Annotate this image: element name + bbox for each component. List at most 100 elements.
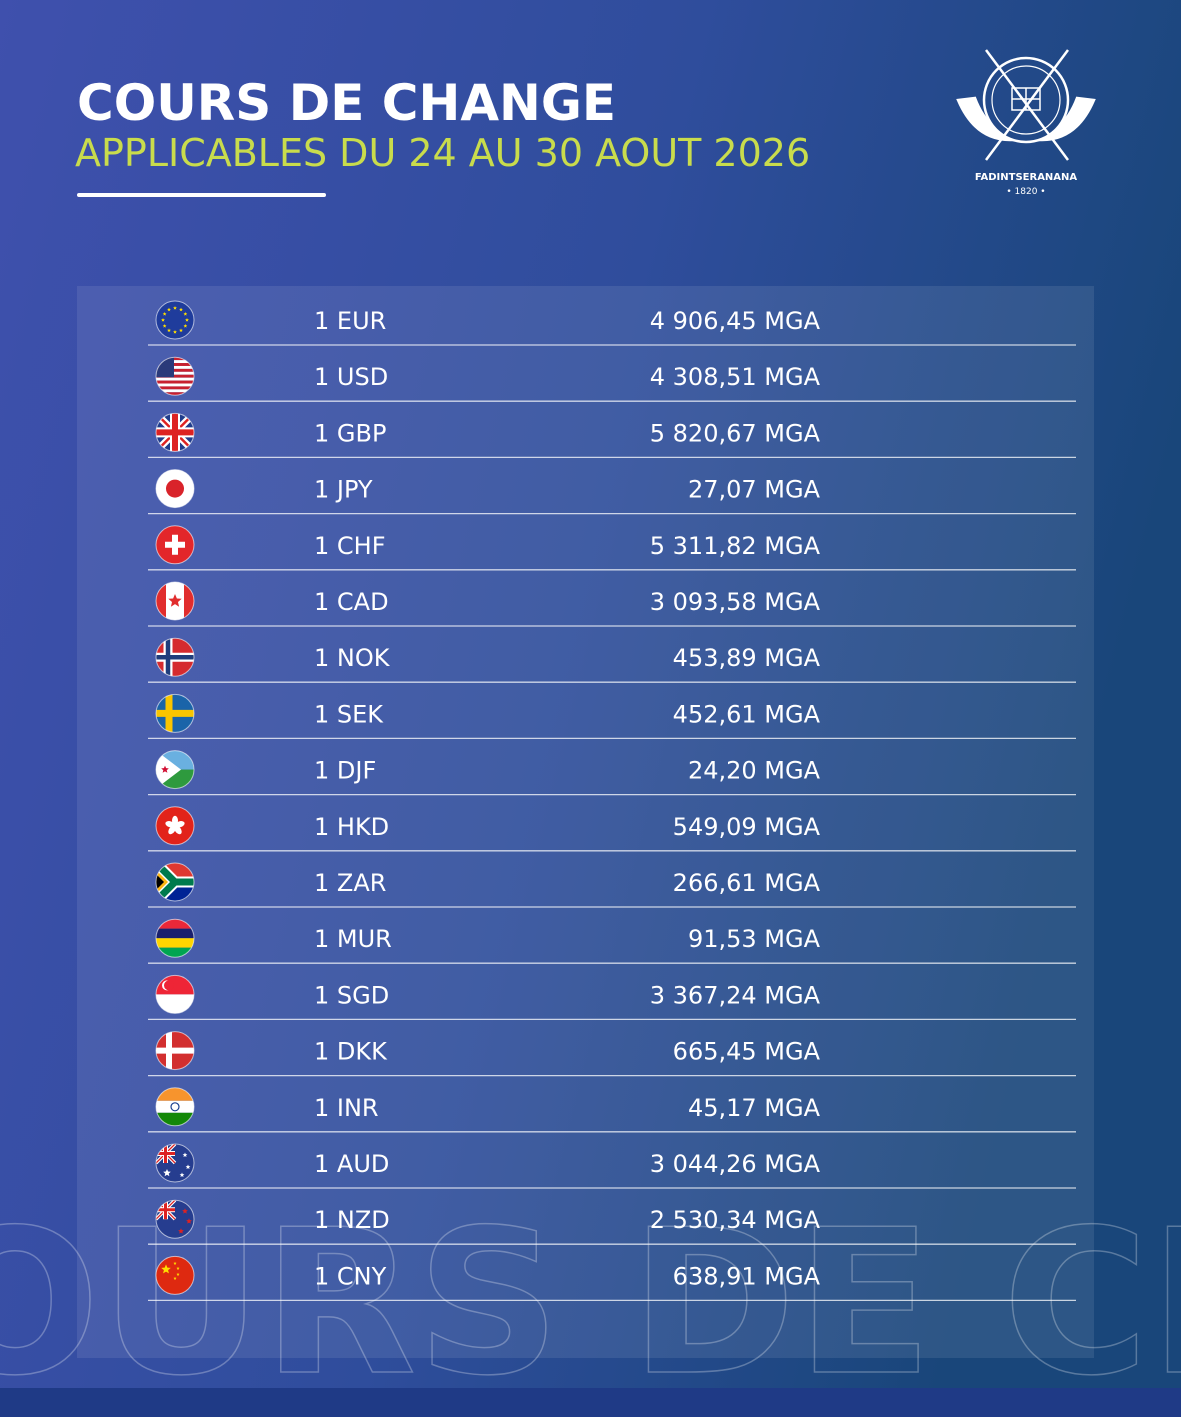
flag [156,806,194,845]
currency: 1 ZAR [314,869,386,897]
currency: 1 AUD [314,1150,389,1178]
flag [156,919,194,958]
currency: 1 EUR [314,307,386,335]
logo-globe [1011,87,1041,111]
flag-part [166,479,184,498]
flag [156,301,194,339]
flag-part [164,980,174,991]
flag-part [183,324,188,328]
rate: 91,53 MGA [688,925,821,953]
flag-part [156,365,194,369]
flag-border [155,356,195,396]
flag-part [156,1031,194,1070]
rate: 24,20 MGA [688,757,821,785]
flag-part [162,324,167,328]
flag-border [155,469,195,509]
rate: 266,61 MGA [673,869,821,897]
currency: 1 DKK [314,1038,388,1066]
rate: 5 311,82 MGA [650,532,821,560]
flag-border [155,1143,195,1183]
currency: 1 SEK [314,700,384,728]
flag-part [165,821,176,828]
flag [156,694,194,733]
flag-part [156,938,194,948]
flag-part [178,1228,184,1234]
flag-border [155,918,195,958]
currency: 1 HKD [314,813,389,841]
flag-part [167,307,171,312]
rate: 27,07 MGA [688,476,821,504]
flag-part [182,1208,188,1214]
currency: 1 MUR [314,925,392,953]
rate: 2 530,34 MGA [650,1206,821,1234]
currency: 1 NZD [314,1206,390,1234]
bottom-band [0,1388,1181,1417]
flag-part [156,357,194,361]
rate: 4 308,51 MGA [650,363,821,391]
flag-part [156,368,194,372]
flag-part [174,825,182,835]
flag-part [183,312,188,316]
logo-ring-inner [991,65,1061,135]
rate: 5 820,67 MGA [650,419,821,447]
flag [156,1256,194,1295]
flag-border [155,693,195,733]
rate: 3 093,58 MGA [650,588,821,616]
flag [156,582,194,620]
currency: 1 USD [314,363,388,391]
flag-part [156,363,194,366]
logo-name: FADINTSERANANA [975,172,1078,183]
flag-border [155,412,195,452]
flag-part [156,694,194,733]
flag-part [176,1266,180,1270]
flag-border [155,1255,195,1295]
flag-part [156,371,194,375]
flag [156,357,194,396]
currency: 1 SGD [314,981,389,1009]
flag-part [182,1152,188,1157]
flag [156,638,194,677]
flag-part [156,928,194,939]
logo-year: • 1820 • [1006,187,1045,197]
currency: 1 CNY [314,1262,387,1290]
currency: 1 GBP [314,419,386,447]
flag-part [156,863,194,901]
flag-part [156,1144,175,1163]
flag-part [161,1264,171,1274]
rate: 453,89 MGA [673,644,821,672]
flag-part [156,947,194,958]
flag-border [155,750,195,790]
flag [156,1200,194,1239]
flag [156,525,194,564]
flag-part [173,1276,177,1280]
flag-border [155,300,195,340]
logo-spear [984,49,1070,161]
rate: 549,09 MGA [673,813,821,841]
flag-part [184,582,194,620]
flag-part [173,330,177,334]
currency: 1 CAD [314,588,389,616]
rate: 452,61 MGA [673,700,821,728]
table: 1 EUR 4 906,45 MGA 1 USD 4 308,51 MGA 1 GBP 5… [148,300,1076,1302]
flag-part [156,413,194,452]
flag [156,1087,194,1126]
flag-border [155,581,195,621]
flag-part [156,1087,194,1101]
flag-part [165,534,185,555]
flag-part [161,318,165,322]
title-underline [77,193,326,197]
flag-border [155,525,195,565]
rate: 3 044,26 MGA [650,1150,821,1178]
flag-part [168,825,176,835]
flag-part [156,874,164,890]
flag [156,1031,194,1070]
flag-part [156,389,194,393]
currency: 1 NOK [314,644,391,672]
flag-part [156,919,194,929]
title: COURS DE CHANGE [77,74,616,132]
flag-part [156,1100,194,1113]
flag-part [163,1169,171,1177]
watermark: OURS DE CHA [0,1187,1181,1417]
logo-horn [956,96,1015,142]
